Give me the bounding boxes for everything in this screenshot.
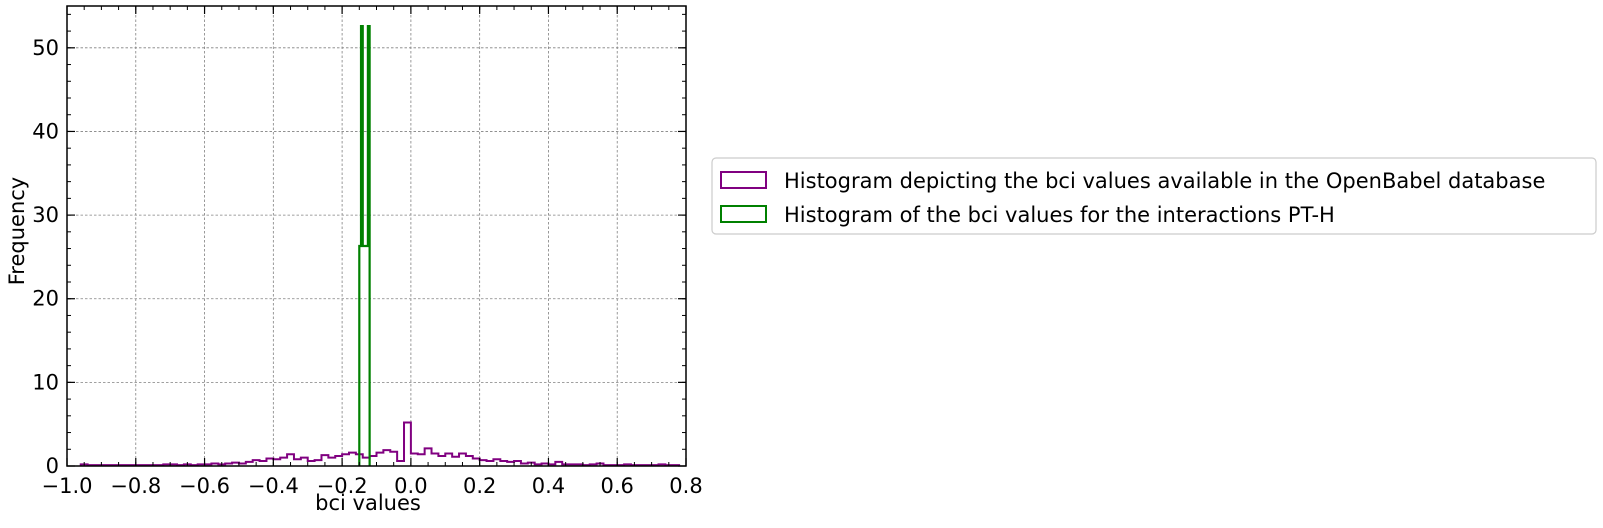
pt-h-bin [363, 246, 366, 466]
openbabel-bin [308, 461, 315, 466]
series-openbabel-step [79, 421, 681, 467]
openbabel-bin [466, 456, 473, 466]
pt-h-bin [368, 26, 370, 466]
plot-frame [66, 5, 687, 467]
openbabel-bin [500, 461, 507, 466]
legend: Histogram depicting the bci values avail… [711, 157, 1597, 235]
y-tick-label: 50 [32, 36, 59, 60]
x-tick-labels: −1.0 −0.8 −0.6 −0.4 −0.2 0.0 0.2 0.4 0.6 0.8 [42, 474, 703, 498]
openbabel-bin [383, 450, 390, 466]
legend-swatch-openbabel [720, 171, 767, 189]
x-tick-label: −0.4 [248, 474, 299, 498]
openbabel-bin [438, 456, 445, 466]
openbabel-bin [480, 460, 487, 466]
openbabel-bin [266, 458, 273, 466]
series-pt-h-step [358, 24, 371, 466]
openbabel-bin [260, 461, 267, 466]
x-tick-label: 0.6 [601, 474, 634, 498]
openbabel-bin [452, 457, 459, 466]
x-tick-label: 0.2 [463, 474, 496, 498]
openbabel-bin [280, 458, 287, 466]
openbabel-bin [397, 461, 404, 466]
openbabel-bin [418, 454, 425, 466]
legend-entry-openbabel: Histogram depicting the bci values avail… [784, 169, 1545, 193]
openbabel-bin [473, 458, 480, 466]
x-tick-label: −0.6 [179, 474, 230, 498]
openbabel-bin [377, 453, 384, 466]
x-tick-label: −1.0 [42, 474, 93, 498]
y-tick-label: 0 [46, 454, 59, 478]
openbabel-bin [315, 460, 322, 466]
y-tick-labels: 0 10 20 30 40 50 [32, 36, 59, 478]
y-tick-label: 10 [32, 370, 59, 394]
openbabel-bin [404, 423, 411, 466]
openbabel-bin [445, 453, 452, 466]
x-tick-label: 0.0 [394, 474, 427, 498]
x-tick-label: 0.4 [532, 474, 565, 498]
pt-h-bin [366, 246, 368, 466]
openbabel-bin [301, 458, 308, 466]
ticks [66, 6, 687, 467]
openbabel-bin [328, 458, 335, 466]
openbabel-bin [411, 453, 418, 466]
legend-frame [711, 157, 1597, 235]
x-tick-label: 0.8 [669, 474, 702, 498]
grid [67, 6, 686, 466]
openbabel-bin [432, 453, 439, 466]
x-axis-label: bci values [315, 491, 421, 515]
y-tick-label: 40 [32, 119, 59, 143]
y-axis-label: Frequency [5, 177, 29, 286]
openbabel-bin [273, 459, 280, 466]
openbabel-bin [487, 461, 494, 466]
openbabel-bin [349, 453, 356, 466]
legend-swatch-pt-h [720, 205, 767, 223]
pt-h-bin [361, 26, 363, 466]
y-tick-label: 30 [32, 203, 59, 227]
pt-h-bin [359, 246, 361, 466]
x-tick-label: −0.8 [110, 474, 161, 498]
openbabel-bin [294, 459, 301, 466]
legend-entry-pt-h: Histogram of the bci values for the inte… [784, 203, 1335, 227]
openbabel-bin [514, 461, 521, 466]
openbabel-bin [342, 454, 349, 466]
x-tick-label: −0.2 [317, 474, 368, 498]
y-tick-label: 20 [32, 287, 59, 311]
openbabel-bin [335, 456, 342, 466]
series-layer [79, 24, 681, 467]
